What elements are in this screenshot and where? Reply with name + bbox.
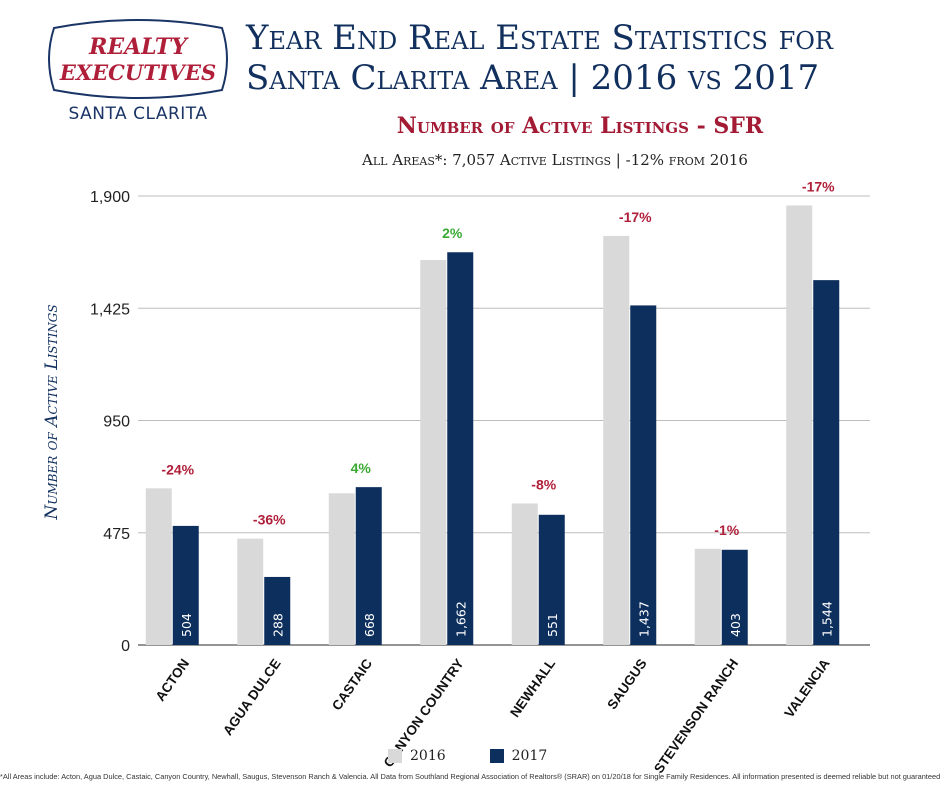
- y-tick-label: 1,425: [90, 301, 130, 318]
- page-title: Year End Real Estate Statistics for Sant…: [246, 18, 926, 98]
- bar-2017: [630, 305, 657, 645]
- data-label-2017: 1,544: [819, 601, 834, 637]
- footnote: *All Areas include: Acton, Agua Dulce, C…: [0, 772, 940, 781]
- pct-change-label: -24%: [161, 461, 194, 477]
- logo-badge-shape: [48, 19, 228, 99]
- logo-text-realty: REALTY: [88, 34, 189, 60]
- chart-subtitle: Number of Active Listings - SFR: [396, 113, 764, 139]
- page-title-line-1: Year End Real Estate Statistics for: [246, 18, 833, 58]
- x-tick-label: NEWHALL: [507, 656, 558, 720]
- pct-change-label: -8%: [531, 476, 556, 492]
- summary-line: All Areas*: 7,057 Active Listings | -12%…: [362, 151, 748, 169]
- data-label-2017: 1,437: [636, 601, 651, 637]
- data-label-2017: 668: [362, 613, 377, 637]
- x-tick-label: SAUGUS: [604, 656, 649, 712]
- x-tick-label: STEVENSON RANCH: [651, 656, 741, 776]
- y-tick-label: 0: [121, 638, 130, 655]
- pct-change-label: -17%: [619, 209, 652, 225]
- y-tick-label: 950: [103, 414, 130, 431]
- y-axis-ticks: 0 475 950 1,425 1,900: [90, 189, 130, 655]
- x-tick-label: ACTON: [153, 656, 193, 704]
- bar-2016: [511, 503, 538, 645]
- data-label-2017: 504: [179, 613, 194, 637]
- bar-2016: [420, 260, 447, 645]
- data-label-2017: 1,662: [453, 601, 468, 637]
- data-label-2017: 288: [270, 613, 285, 637]
- legend-swatch-2016: [388, 749, 402, 763]
- legend-item-2017: 2017: [489, 748, 548, 764]
- pct-change-label: 4%: [351, 460, 372, 476]
- bar-2017: [264, 576, 291, 645]
- bar-2017: [813, 280, 840, 645]
- bar-2017: [721, 549, 748, 645]
- legend-item-2016: 2016: [388, 748, 446, 764]
- bar-2016: [786, 205, 813, 645]
- legend: 2016 2017: [388, 748, 591, 764]
- x-tick-label: AGUA DULCE: [220, 656, 284, 738]
- bar-2017: [538, 514, 565, 645]
- bar-2016: [237, 538, 264, 645]
- x-tick-label: VALENCIA: [781, 656, 832, 721]
- pct-change-label: -17%: [802, 178, 835, 194]
- data-label-2017: 403: [728, 613, 743, 637]
- pct-change-label: 2%: [442, 225, 463, 241]
- pct-change-label: -1%: [714, 522, 739, 538]
- logo-subtitle: SANTA CLARITA: [68, 104, 208, 124]
- data-label-2017: 551: [545, 613, 560, 637]
- bar-2016: [694, 548, 721, 645]
- pct-change-label: -36%: [253, 512, 286, 528]
- y-tick-label: 1,900: [90, 189, 130, 206]
- bar-2016: [603, 235, 630, 645]
- legend-label-2017: 2017: [511, 748, 548, 764]
- page-title-line-2: Santa Clarita Area | 2016 vs 2017: [246, 58, 820, 98]
- bar-2016: [328, 493, 355, 645]
- bar-2017: [355, 487, 382, 645]
- legend-label-2016: 2016: [410, 748, 446, 764]
- bar-2017: [172, 525, 199, 645]
- legend-swatch-2017: [489, 749, 504, 763]
- y-tick-label: 475: [103, 526, 130, 543]
- bar-2017: [447, 252, 474, 645]
- bar-2016: [145, 488, 172, 645]
- x-tick-label: CASTAIC: [329, 656, 375, 713]
- realty-executives-logo: REALTY EXECUTIVES: [48, 19, 228, 99]
- bars: [145, 205, 840, 645]
- data-labels: 504 -24% 288 -36% 668 4% 1,662 2% 551 -8% 1,437 -17…: [161, 178, 835, 637]
- logo-text-executives: EXECUTIVES: [59, 60, 216, 85]
